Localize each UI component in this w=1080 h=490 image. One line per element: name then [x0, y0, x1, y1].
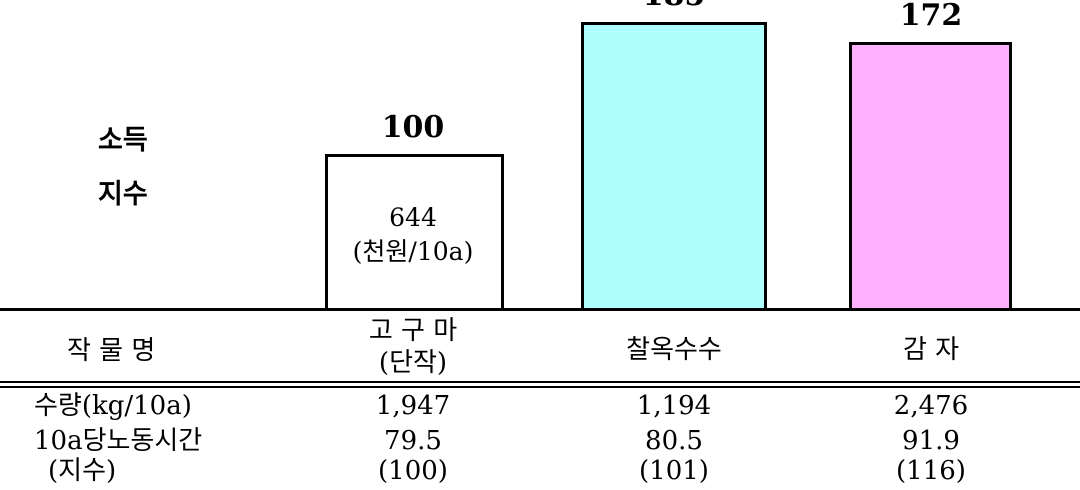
bar-value-label-1: 185: [643, 0, 706, 13]
table-cell-0-2: 2,476: [893, 391, 969, 421]
table-cell-1-2: 91.9: [902, 426, 960, 456]
crop-name-header: 작 물 명: [67, 336, 156, 366]
y-axis-label-line-2: 지수: [98, 179, 148, 210]
category-label-1-0: 찰옥수수: [626, 335, 722, 365]
category-label-0-0: 고 구 마: [368, 316, 458, 346]
bar-value-label-0: 100: [381, 109, 445, 145]
table-cell-0-1: 1,194: [636, 391, 712, 421]
bar-1: [581, 21, 767, 311]
table-cell-1-1: 80.5: [645, 426, 703, 456]
category-label-0-1: (단작): [378, 348, 448, 378]
category-label-2-0: 감 자: [902, 335, 960, 365]
double-rule-top: [0, 381, 1080, 383]
table-cell-2-1: (101): [639, 456, 709, 486]
y-axis-label-line-1: 소득: [98, 125, 148, 156]
table-row-label-2: (지수): [48, 456, 117, 486]
table-row-label-0: 수량(kg/10a): [34, 391, 192, 421]
table-cell-2-2: (116): [896, 456, 966, 486]
bar-value-label-2: 172: [899, 0, 963, 33]
double-rule-bottom: [0, 386, 1080, 388]
bar-inner-label-0-0: 644: [389, 203, 437, 232]
table-cell-2-0: (100): [378, 456, 448, 486]
table-row-label-1: 10a당노동시간: [34, 426, 203, 456]
table-cell-1-0: 79.5: [384, 426, 442, 456]
bar-2: [849, 41, 1012, 311]
bar-inner-label-0-1: (천원/10a): [352, 237, 474, 266]
bar-0: [325, 153, 504, 311]
baseline-rule: [0, 308, 1080, 311]
table-cell-0-0: 1,947: [375, 391, 451, 421]
